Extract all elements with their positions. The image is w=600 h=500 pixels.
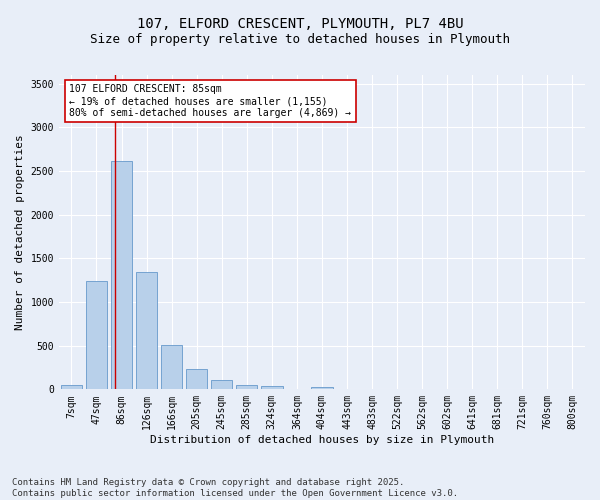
Bar xyxy=(211,380,232,390)
Bar xyxy=(311,386,332,390)
Bar xyxy=(111,162,132,390)
Text: Size of property relative to detached houses in Plymouth: Size of property relative to detached ho… xyxy=(90,32,510,46)
X-axis label: Distribution of detached houses by size in Plymouth: Distribution of detached houses by size … xyxy=(150,435,494,445)
Bar xyxy=(261,386,283,390)
Bar xyxy=(136,272,157,390)
Text: 107 ELFORD CRESCENT: 85sqm
← 19% of detached houses are smaller (1,155)
80% of s: 107 ELFORD CRESCENT: 85sqm ← 19% of deta… xyxy=(70,84,352,117)
Text: Contains HM Land Registry data © Crown copyright and database right 2025.
Contai: Contains HM Land Registry data © Crown c… xyxy=(12,478,458,498)
Text: 107, ELFORD CRESCENT, PLYMOUTH, PL7 4BU: 107, ELFORD CRESCENT, PLYMOUTH, PL7 4BU xyxy=(137,18,463,32)
Bar xyxy=(61,384,82,390)
Y-axis label: Number of detached properties: Number of detached properties xyxy=(15,134,25,330)
Bar xyxy=(186,370,208,390)
Bar xyxy=(161,345,182,390)
Bar xyxy=(236,386,257,390)
Bar xyxy=(86,281,107,390)
